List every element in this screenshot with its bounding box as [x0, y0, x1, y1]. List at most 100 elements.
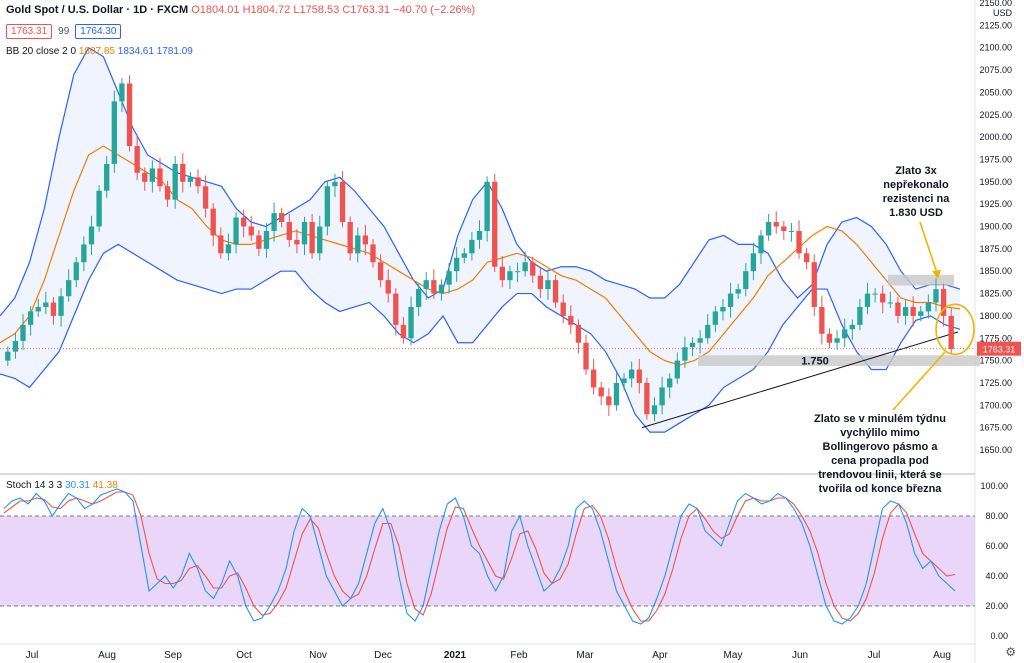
candle-body — [613, 382, 620, 406]
candle-body — [857, 306, 863, 325]
candle-body — [438, 284, 445, 294]
candle-body — [940, 289, 947, 316]
candle-body — [659, 387, 665, 406]
candle-body — [628, 369, 635, 379]
candle-body — [431, 280, 437, 294]
annotation-arrowhead-top — [932, 270, 941, 279]
candle-body — [126, 83, 133, 147]
candle-body — [530, 262, 536, 276]
bb-basis-value: 1807.85 — [78, 46, 115, 57]
time-tick-label: Nov — [309, 650, 327, 661]
gear-icon[interactable]: ⚙ — [1005, 645, 1016, 659]
stoch-tick-label: 80.00 — [985, 511, 1008, 521]
candle-body — [537, 275, 544, 290]
candle-body — [81, 244, 87, 263]
price-tick-label: 1750.00 — [979, 356, 1012, 366]
price-tick-label: 2100.00 — [979, 43, 1012, 53]
bb-upper-value: 1834.61 — [117, 46, 154, 57]
candle-body — [727, 293, 734, 307]
candle-body — [568, 315, 574, 325]
time-tick-label: Sep — [164, 650, 182, 661]
candle-body — [423, 280, 429, 290]
candle-body — [476, 230, 483, 240]
candle-body — [788, 230, 795, 232]
highlight-ellipse — [935, 303, 975, 356]
candle-body — [720, 306, 726, 312]
candle-body — [598, 387, 604, 397]
candle-body — [461, 253, 467, 258]
price-tick-label: 1850.00 — [979, 266, 1012, 276]
candle-body — [796, 230, 802, 254]
candle-body — [347, 222, 353, 254]
candle-body — [872, 293, 878, 295]
candle-body — [621, 378, 627, 383]
candle-body — [651, 405, 658, 415]
candle-body — [362, 235, 369, 245]
candle-body — [111, 101, 117, 164]
candle-body — [294, 239, 300, 245]
candle-body — [514, 271, 521, 273]
candle-body — [134, 146, 140, 173]
symbol-header: Gold Spot / U.S. Dollar · 1D · FXCM O180… — [6, 4, 475, 16]
bb-lower-line — [0, 243, 961, 433]
candle-body — [507, 271, 513, 281]
time-tick-label: May — [724, 650, 743, 661]
candle-body — [750, 253, 757, 272]
stoch-tick-label: 0.00 — [990, 631, 1008, 641]
candle-body — [697, 338, 703, 343]
stoch-tick-label: 60.00 — [985, 541, 1008, 551]
time-tick-label: Jun — [792, 650, 808, 661]
time-tick-label: Oct — [236, 650, 252, 661]
buy-price-button[interactable]: 1764.30 — [75, 24, 122, 39]
candle-body — [12, 340, 19, 352]
price-tick-label: 2050.00 — [979, 87, 1012, 97]
candle-body — [781, 226, 787, 231]
time-tick-label: Aug — [98, 650, 116, 661]
candle-body — [636, 369, 642, 383]
candle-body — [545, 280, 551, 290]
bb-legend-label: BB 20 close 2 0 — [6, 46, 77, 57]
candle-body — [119, 83, 125, 102]
price-tick-label: 2150.00 — [979, 0, 1012, 8]
bid-ask-row: 1763.31 99 1764.30 — [6, 24, 122, 39]
candle-body — [73, 262, 79, 281]
candle-body — [309, 222, 315, 254]
candle-body — [27, 311, 34, 325]
price-tick-label: 1700.00 — [979, 400, 1012, 410]
stoch-tick-label: 20.00 — [985, 601, 1008, 611]
annotation-arrow-top — [919, 221, 939, 277]
candle-body — [256, 235, 262, 249]
candle-body — [104, 163, 110, 191]
candle-body — [286, 222, 292, 240]
candle-body — [842, 329, 848, 339]
stoch-legend[interactable]: Stoch 14 3 3 30.31 41.38 — [6, 480, 118, 491]
candle-body — [35, 306, 41, 312]
time-tick-label: Dec — [374, 650, 392, 661]
candle-body — [240, 217, 247, 227]
candle-body — [918, 311, 924, 316]
price-tick-label: 2125.00 — [979, 20, 1012, 30]
annotation-pointer-bottom — [892, 351, 946, 411]
stoch-legend-label: Stoch 14 3 3 — [6, 480, 63, 491]
candle-body — [454, 257, 460, 272]
stoch-k-value: 30.31 — [64, 480, 90, 491]
last-price-label: 1763.31 — [983, 345, 1016, 355]
candle-body — [674, 360, 680, 379]
last-price-tag — [977, 341, 1021, 356]
candle-body — [263, 230, 270, 249]
candle-body — [377, 262, 384, 281]
candle-body — [408, 306, 414, 339]
candle-body — [332, 181, 338, 187]
price-tick-label: 1950.00 — [979, 177, 1012, 187]
stoch-k-line — [3, 488, 956, 625]
candle-body — [925, 302, 932, 312]
candle-body — [834, 338, 840, 343]
time-tick-label: Aug — [933, 650, 951, 661]
time-tick-label: Feb — [510, 650, 528, 661]
sell-price-button[interactable]: 1763.31 — [6, 24, 53, 39]
bb-legend[interactable]: BB 20 close 2 0 1807.85 1834.61 1781.09 — [6, 46, 193, 57]
candle-body — [689, 342, 696, 348]
price-tick-label: 1675.00 — [979, 423, 1012, 433]
candle-body — [933, 289, 939, 303]
candle-body — [385, 280, 391, 294]
